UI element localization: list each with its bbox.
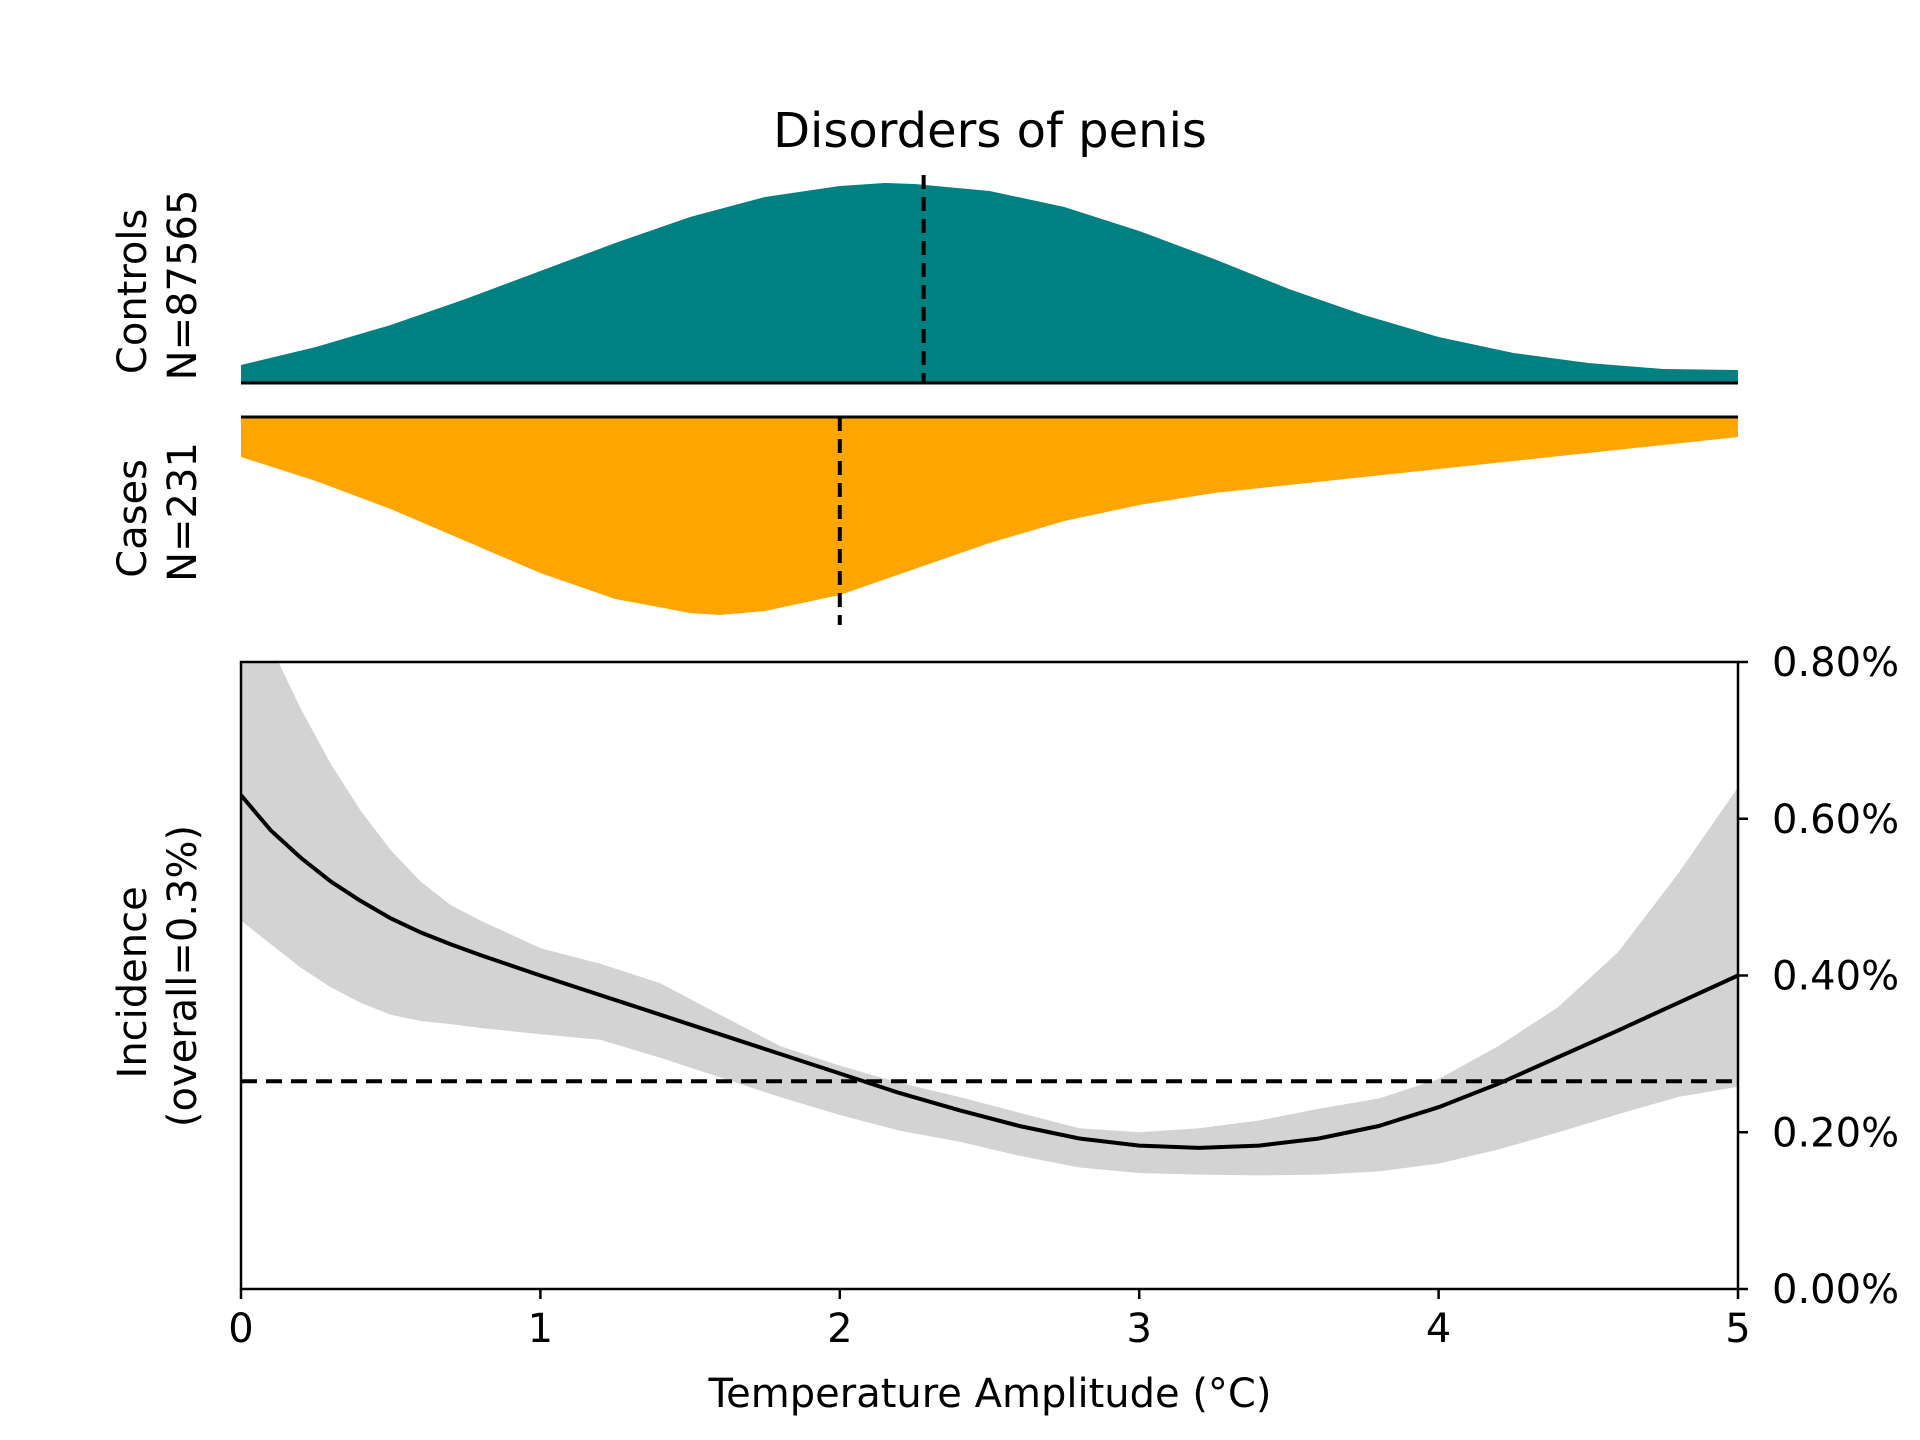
x-tick-label: 5	[1725, 1306, 1750, 1352]
controls-label: Controls N=87565	[110, 190, 206, 381]
cases-label: Cases N=231	[110, 442, 206, 582]
x-tick-label: 0	[228, 1306, 253, 1352]
confidence-band	[241, 662, 1738, 1176]
y-tick-label: 0.20%	[1772, 1110, 1899, 1156]
y-axis-label: Incidence (overall=0.3%)	[110, 825, 206, 1127]
cases-density-area	[241, 417, 1738, 615]
y-tick-label: 0.80%	[1772, 640, 1899, 686]
x-axis-label: Temperature Amplitude (°C)	[708, 1371, 1272, 1417]
x-tick-label: 4	[1426, 1306, 1451, 1352]
cases-label-line2: N=231	[160, 442, 206, 582]
x-tick-label: 2	[827, 1306, 852, 1352]
y-axis-right: 0.00% 0.20% 0.40% 0.60% 0.80%	[1738, 640, 1899, 1313]
y-axis-label-line1: Incidence	[110, 886, 156, 1078]
controls-density-area	[241, 183, 1738, 383]
y-tick-label: 0.40%	[1772, 954, 1899, 1000]
y-tick-label: 0.60%	[1772, 797, 1899, 843]
chart-title: Disorders of penis	[773, 103, 1207, 159]
y-tick-label: 0.00%	[1772, 1267, 1899, 1313]
cases-label-line1: Cases	[110, 459, 156, 578]
x-tick-label: 1	[528, 1306, 553, 1352]
controls-density-panel: Disorders of penis Controls N=87565	[110, 103, 1738, 385]
x-axis: 0 1 2 3 4 5	[228, 1289, 1751, 1352]
y-axis-label-line2: (overall=0.3%)	[160, 825, 206, 1127]
cases-density-panel: Cases N=231	[110, 415, 1738, 625]
incidence-panel: 0 1 2 3 4 5 0.00% 0.20% 0.40% 0.60% 0.80% Tempera…	[110, 640, 1899, 1417]
incidence-curve	[241, 793, 1738, 1150]
controls-label-line1: Controls	[110, 209, 156, 374]
controls-label-line2: N=87565	[160, 190, 206, 381]
x-tick-label: 3	[1126, 1306, 1151, 1352]
